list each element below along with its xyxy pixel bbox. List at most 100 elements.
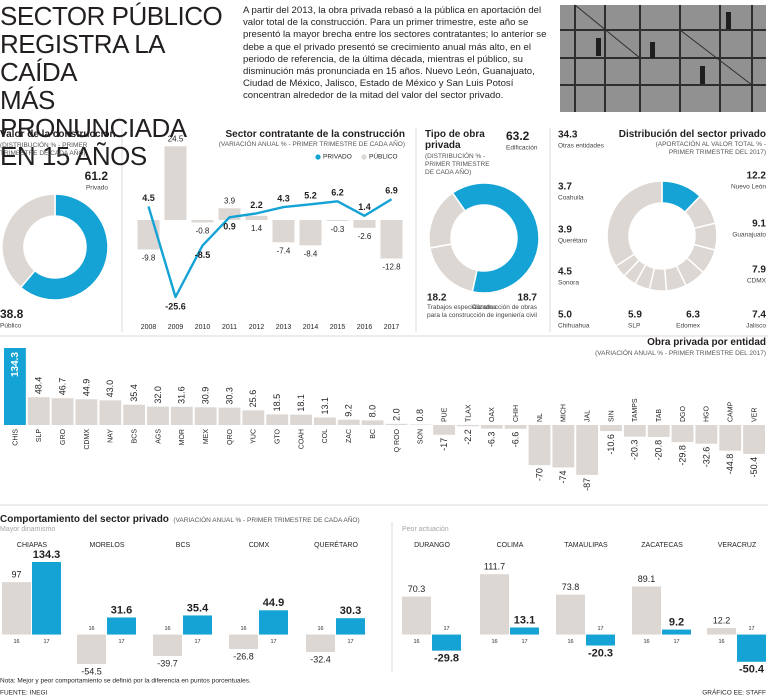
slice-label: Chihuahua [558, 323, 590, 330]
slice-value: 3.7 [558, 182, 572, 193]
data-label: -32.6 [701, 447, 711, 468]
x-tick-label: TLAX [465, 404, 472, 422]
bar [457, 425, 479, 427]
bar [147, 406, 169, 425]
pie-slice [606, 180, 663, 268]
data-label: 5.2 [304, 191, 317, 201]
data-label: 32.0 [153, 386, 163, 404]
panel-label: TAMAULIPAS [564, 542, 608, 549]
source: FUENTE: INEGI [0, 690, 48, 697]
bar [242, 410, 265, 425]
chart-title: Valor de la construcción [0, 129, 116, 140]
photo [560, 4, 766, 112]
x-tick-label: COAH [298, 429, 305, 449]
x-tick-label: 16 [491, 639, 497, 645]
headline: SECTOR PÚBLICO REGISTRA LA CAÍDA MÁS PRO… [0, 2, 240, 170]
credit: GRÁFICO EE: STAFF [702, 688, 766, 697]
data-label: 35.4 [129, 384, 139, 402]
panel-label: DURANGO [414, 542, 450, 549]
x-tick-label: 2010 [195, 324, 211, 331]
x-tick-label: MOR [179, 429, 186, 445]
x-tick-label: SON [418, 429, 425, 444]
x-tick-label: VER [751, 408, 758, 422]
slice-value: 9.1 [752, 219, 766, 230]
data-label: -50.4 [739, 664, 765, 676]
slice-label: Nuevo León [731, 184, 766, 191]
data-label: 70.3 [408, 584, 426, 594]
headline-line: EN 15 AÑOS [0, 141, 147, 171]
slice-label: Otras entidades [558, 143, 605, 150]
x-tick-label: NAY [108, 429, 115, 443]
data-label: -8.5 [195, 250, 211, 260]
slice-label: CDMX [747, 278, 767, 285]
data-label: 43.0 [105, 380, 115, 398]
data-label: 2.2 [250, 200, 263, 210]
bar [576, 425, 599, 475]
slice-label: Sonora [558, 280, 579, 287]
bar [306, 634, 335, 653]
bar [107, 617, 136, 635]
data-label: -6.6 [511, 432, 521, 448]
x-tick-label: CAMP [728, 401, 735, 422]
bar [552, 425, 575, 468]
bar [353, 220, 376, 228]
data-label: -8.4 [304, 249, 318, 258]
data-label: -70 [534, 468, 544, 481]
bar [191, 220, 214, 223]
panel-label: BCS [176, 542, 191, 549]
data-label: -12.8 [382, 263, 401, 272]
x-tick-label: 17 [673, 639, 679, 645]
bar [510, 627, 539, 635]
data-label: 97 [11, 570, 21, 580]
x-tick-label: 2014 [303, 324, 319, 331]
x-tick-label: NL [537, 413, 544, 422]
x-tick-label: JAL [585, 410, 592, 422]
x-tick-label: GRO [60, 428, 67, 445]
bar [326, 220, 349, 221]
data-label: -39.7 [157, 658, 178, 668]
slice-value: 18.2 [427, 293, 447, 304]
data-label: -87 [582, 478, 592, 491]
data-label: 12.2 [713, 615, 731, 625]
data-label: 8.0 [367, 405, 377, 418]
bar [218, 208, 241, 220]
data-label: -20.3 [588, 647, 613, 659]
bar [337, 419, 360, 425]
bar [671, 425, 694, 443]
pie-slice [429, 243, 478, 293]
slice-label: Jalisco [746, 323, 766, 330]
data-label: 44.9 [81, 379, 91, 397]
chart-title: Sector contratante de la construcción [225, 129, 406, 140]
chart-heading: Comportamiento del sector privado (VARIA… [0, 509, 360, 527]
line [147, 198, 393, 299]
data-label: -17 [439, 438, 449, 451]
bar [194, 407, 217, 425]
bar [99, 400, 122, 425]
data-label: -2.6 [358, 232, 372, 241]
x-tick-label: 16 [718, 639, 724, 645]
data-label: 6.2 [331, 188, 344, 198]
x-tick-label: 16 [88, 626, 94, 632]
bar [164, 146, 187, 220]
bar [259, 610, 288, 635]
bar [123, 404, 146, 425]
data-label: -20.8 [654, 440, 664, 461]
bar [556, 594, 585, 635]
x-tick-label: SLP [36, 429, 43, 443]
bar [75, 399, 98, 425]
x-tick-label: 2013 [276, 324, 292, 331]
bar [290, 414, 312, 425]
x-tick-label: 17 [748, 626, 754, 632]
data-label: 89.1 [638, 574, 656, 584]
data-label: -6.3 [487, 432, 497, 448]
data-label: 6.9 [385, 186, 398, 196]
x-tick-label: SIN [608, 410, 615, 422]
slice-value: 7.4 [752, 310, 766, 321]
bar [380, 220, 403, 259]
data-label: 48.4 [34, 377, 44, 395]
bar [361, 420, 384, 425]
bar [623, 425, 646, 437]
data-label: 24.5 [168, 134, 184, 143]
data-label: -44.8 [725, 454, 735, 475]
bar [737, 634, 766, 662]
